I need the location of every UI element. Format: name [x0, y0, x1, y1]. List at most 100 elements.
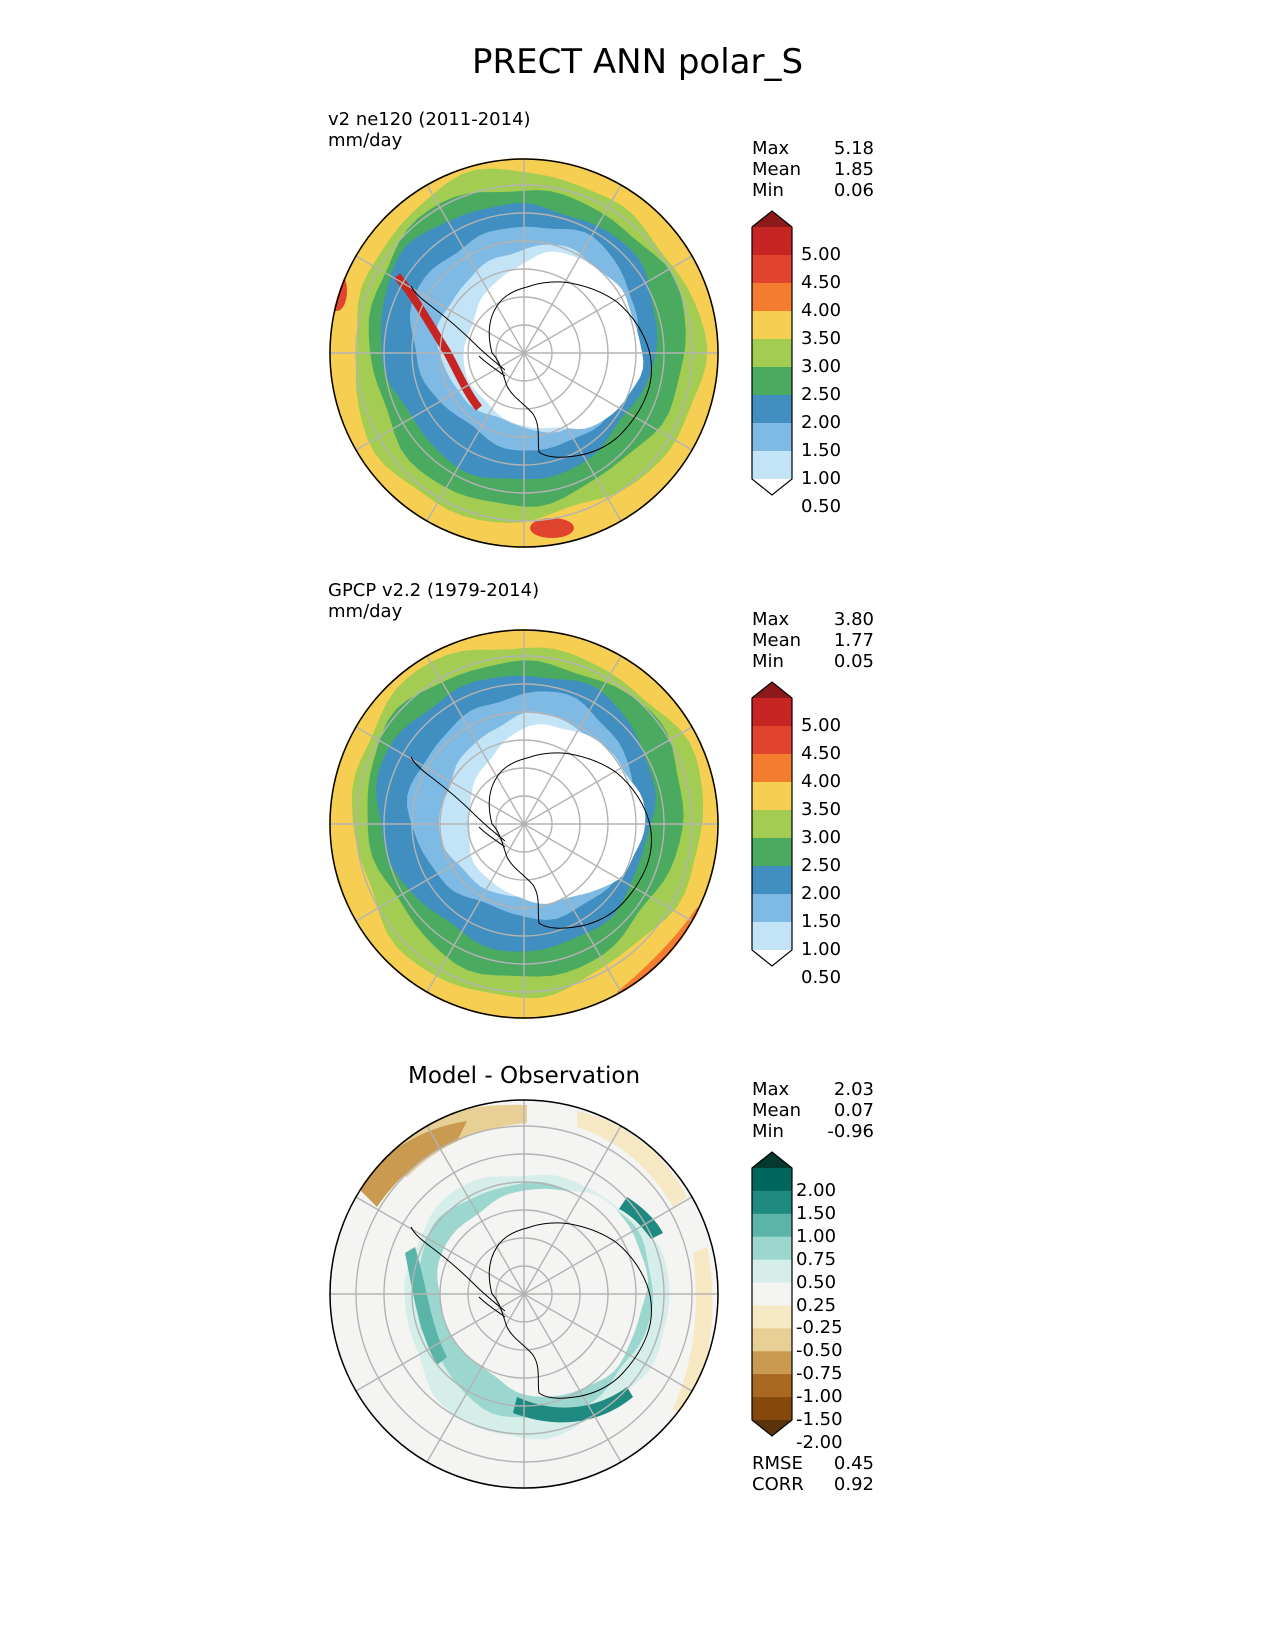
graticule [329, 158, 719, 548]
colorbar-tick-label: -0.75 [796, 1363, 843, 1385]
field-negative-anomaly [357, 1121, 467, 1207]
stat-mean-row: Mean 1.85 [752, 159, 874, 180]
colorbar-segment [752, 838, 792, 867]
polar-map-difference [329, 1099, 719, 1489]
stat-rmse-value: 0.45 [833, 1453, 874, 1474]
colorbar-segment [752, 451, 792, 480]
stat-min-row: Min -0.96 [752, 1121, 874, 1142]
colorbar-segment [752, 367, 792, 396]
stat-mean-row: Mean 1.77 [752, 630, 874, 651]
colorbar-tick-label: -1.00 [796, 1386, 843, 1408]
colorbar-tick-label: 0.50 [796, 1271, 837, 1293]
stat-rmse-label: RMSE [752, 1453, 803, 1474]
polar-map-reference [329, 629, 719, 1019]
colorbar-tick-label: -2.00 [796, 1431, 843, 1453]
stat-mean-label: Mean [752, 1100, 802, 1121]
stat-mean-label: Mean [752, 630, 802, 651]
colorbar-tick-label: -1.50 [796, 1409, 843, 1430]
panel-test-units: mm/day [328, 130, 403, 151]
colorbar-tick-label: 1.50 [796, 1202, 837, 1224]
stat-max-value: 5.18 [833, 138, 874, 159]
peninsula-coastline [410, 1226, 506, 1318]
colorbar-segment [752, 1236, 792, 1261]
colorbar-tick-label: 3.00 [801, 356, 842, 377]
field-high-precip [329, 271, 347, 311]
map-field [329, 158, 719, 548]
meridian-line [354, 254, 694, 452]
field-negative-anomaly [577, 1111, 687, 1207]
colorbar-tick-label: 4.00 [801, 771, 842, 792]
map-boundary [329, 158, 719, 548]
field-neutral-core [437, 1188, 648, 1397]
stat-mean-value: 1.85 [833, 159, 874, 180]
colorbar-test [751, 210, 793, 496]
colorbar-tick-label: 3.50 [801, 328, 842, 349]
colorbar-segment [752, 227, 792, 256]
colorbar-segment [752, 339, 792, 368]
stat-min-label: Min [752, 651, 784, 672]
colorbar-segment [752, 698, 792, 727]
colorbar-tick-label: 0.50 [801, 967, 842, 988]
stat-min-value: -0.96 [827, 1121, 874, 1142]
colorbar-segment [752, 255, 792, 284]
field-positive-anomaly [405, 1247, 447, 1365]
meridian-line [354, 725, 694, 923]
colorbar-segment [752, 1168, 792, 1192]
field-positive-anomaly [513, 1387, 633, 1423]
colorbar-segment [752, 754, 792, 783]
colorbar-tick-label: 3.50 [801, 799, 842, 820]
meridian-line [354, 1195, 694, 1393]
peninsula-coastline [410, 285, 506, 377]
colorbar-segment [752, 1213, 792, 1238]
colorbar-tick-label: 0.75 [796, 1248, 837, 1270]
colorbar-tick-label: 0.50 [801, 496, 842, 517]
colorbar-outline [751, 681, 793, 967]
antarctica-coastline [488, 281, 652, 458]
colorbar-tick-label: 2.00 [796, 1179, 837, 1201]
colorbar-tick-label: 1.50 [801, 440, 842, 461]
colorbar-segment [752, 1351, 792, 1375]
colorbar-segment [752, 1397, 792, 1421]
stat-max-label: Max [752, 1079, 790, 1100]
stat-corr-label: CORR [752, 1474, 804, 1495]
panel-ref-name: GPCP v2.2 (1979-2014) [328, 580, 540, 601]
stat-corr-row: CORR 0.92 [752, 1474, 874, 1495]
colorbar-segment [752, 810, 792, 839]
stat-max-label: Max [752, 609, 790, 630]
map-boundary [329, 629, 719, 1019]
antarctica-coastline [488, 752, 652, 929]
colorbar-tick-label: -0.25 [796, 1317, 843, 1339]
graticule [329, 1099, 719, 1489]
colorbar-reference [751, 681, 793, 967]
stat-max-label: Max [752, 138, 790, 159]
antarctica-coastline [488, 1222, 652, 1399]
colorbar-extend-top [752, 682, 792, 698]
graticule [329, 629, 719, 1019]
colorbar-segment [752, 1305, 792, 1329]
stat-min-value: 0.05 [833, 651, 874, 672]
stat-corr-value: 0.92 [833, 1474, 874, 1495]
field-high-precip [530, 518, 574, 538]
stat-mean-value: 0.07 [833, 1100, 874, 1121]
stat-mean-label: Mean [752, 159, 802, 180]
colorbar-tick-label: 4.50 [801, 272, 842, 293]
colorbar-segment [752, 311, 792, 340]
colorbar-tick-label: 2.50 [801, 855, 842, 876]
colorbar-tick-label: 0.25 [796, 1294, 837, 1316]
peninsula-coastline [410, 756, 506, 848]
colorbar-extend-bottom [752, 950, 792, 966]
panel-diff-title: Model - Observation [408, 1063, 641, 1089]
colorbar-segment [752, 1374, 792, 1398]
stat-min-label: Min [752, 1121, 784, 1142]
colorbar-tick-label: 4.50 [801, 743, 842, 764]
colorbar-tick-label: -0.50 [796, 1340, 843, 1362]
colorbar-tick-label: 1.50 [801, 911, 842, 932]
colorbar-tick-label: 5.00 [801, 715, 842, 736]
stat-max-value: 3.80 [833, 609, 874, 630]
colorbar-tick-label: 2.00 [801, 412, 842, 433]
stat-min-value: 0.06 [833, 180, 874, 201]
stat-max-value: 2.03 [833, 1079, 874, 1100]
colorbar-tick-label: 4.00 [801, 300, 842, 321]
colorbar-segment [752, 283, 792, 312]
panel-test-name: v2 ne120 (2011-2014) [328, 109, 531, 130]
